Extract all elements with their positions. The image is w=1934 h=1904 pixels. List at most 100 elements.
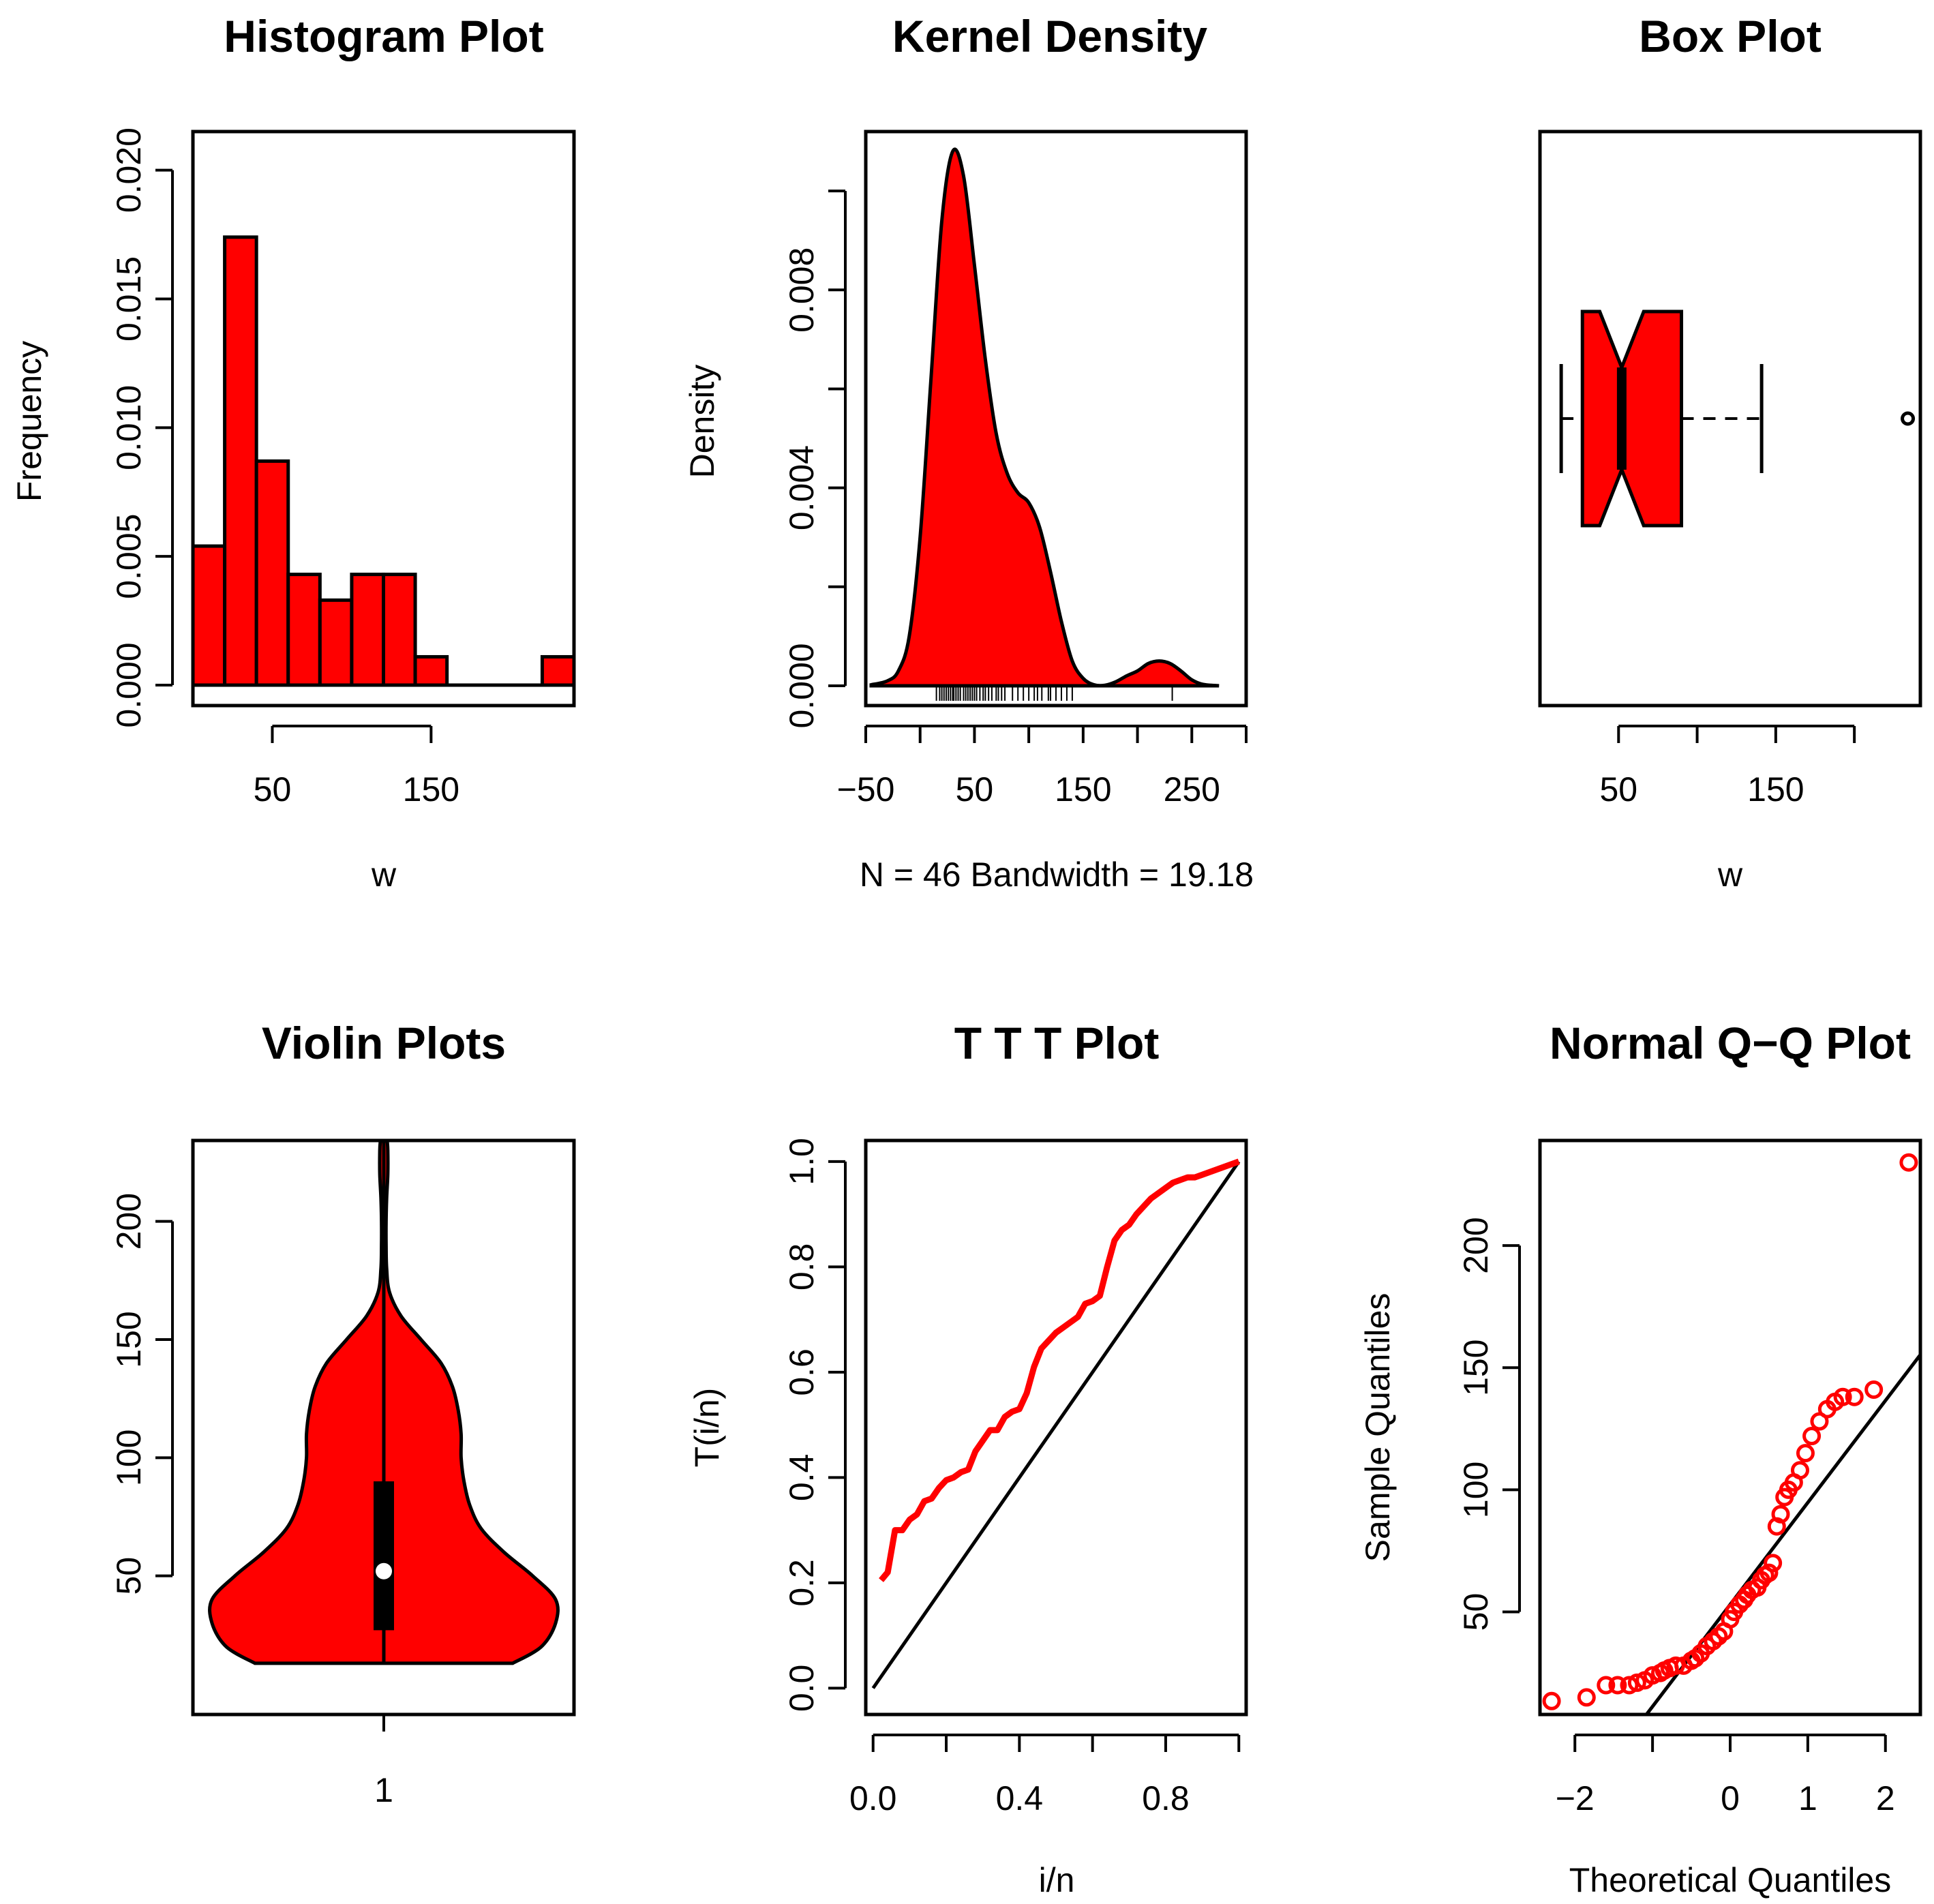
qq-x-tick-label: 1 bbox=[1798, 1779, 1817, 1817]
ttt-y-tick-label: 1.0 bbox=[783, 1138, 821, 1185]
qq-point bbox=[1790, 1461, 1809, 1480]
qq-point bbox=[1833, 1387, 1852, 1406]
density-y-tick-label: 0.004 bbox=[783, 445, 821, 530]
boxplot-frame bbox=[1538, 130, 1922, 708]
violin-frame bbox=[191, 1138, 576, 1717]
density-curve bbox=[869, 147, 1220, 688]
ttt-curve bbox=[879, 1158, 1240, 1582]
qq-point bbox=[1597, 1676, 1616, 1695]
violin-median-point bbox=[376, 1562, 392, 1580]
qq-point bbox=[1796, 1444, 1815, 1463]
density-x-tick-label: 150 bbox=[1055, 770, 1111, 809]
violin-y-tick-label: 150 bbox=[110, 1311, 148, 1367]
ttt-y-tick-label: 0.0 bbox=[783, 1665, 821, 1712]
ttt-x-tick-label: 0.4 bbox=[996, 1779, 1044, 1817]
histogram-x-tick-label: 50 bbox=[254, 770, 292, 809]
qq-x-axis: −2 0 1 2 bbox=[1556, 1734, 1895, 1817]
histogram-bar bbox=[382, 573, 417, 687]
qq-point bbox=[1620, 1676, 1639, 1695]
ttt-panel: T T T Plot T(i/n) i/n 0.0 0.4 0.8 0.0 0.2 0.… bbox=[688, 1018, 1248, 1899]
ttt-x-axis: 0.0 0.4 0.8 bbox=[849, 1734, 1241, 1817]
qq-y-tick-label: 150 bbox=[1457, 1339, 1495, 1395]
qq-marks bbox=[1542, 1153, 1920, 1714]
density-y-tick-label: 0.000 bbox=[783, 643, 821, 728]
density-panel: Kernel Density Density N = 46 Bandwidth … bbox=[683, 11, 1254, 894]
histogram-bars bbox=[191, 235, 576, 687]
qq-y-tick-label: 100 bbox=[1457, 1462, 1495, 1518]
qq-point bbox=[1764, 1554, 1783, 1573]
ttt-y-axis: 0.0 0.2 0.4 0.6 0.8 1.0 bbox=[783, 1138, 847, 1712]
boxplot-x-axis: 50 150 bbox=[1599, 725, 1856, 809]
qq-xlabel: Theoretical Quantiles bbox=[1569, 1861, 1891, 1899]
density-x-axis: −50 50 150 250 bbox=[837, 725, 1248, 809]
qq-point bbox=[1899, 1153, 1918, 1172]
qq-point bbox=[1608, 1676, 1627, 1695]
violin-x-tick-label: 1 bbox=[374, 1771, 393, 1809]
qq-point bbox=[1666, 1656, 1685, 1675]
ttt-x-tick-label: 0.8 bbox=[1142, 1779, 1190, 1817]
histogram-bar bbox=[223, 235, 258, 687]
qq-title: Normal Q−Q Plot bbox=[1550, 1018, 1911, 1068]
boxplot-box bbox=[1580, 309, 1684, 528]
density-frame bbox=[864, 130, 1248, 708]
histogram-bar bbox=[254, 459, 290, 687]
density-y-tick-label: 0.008 bbox=[783, 247, 821, 333]
ttt-x-tick-label: 0.0 bbox=[849, 1779, 897, 1817]
histogram-x-axis: 50 150 bbox=[254, 725, 459, 809]
ttt-marks bbox=[871, 1158, 1241, 1689]
histogram-y-tick-label: 0.015 bbox=[110, 256, 148, 342]
qq-point bbox=[1542, 1691, 1561, 1710]
violin-marks bbox=[208, 1139, 560, 1665]
histogram-y-axis: 0.000 0.005 0.010 0.015 0.020 bbox=[110, 127, 174, 728]
density-ylabel: Density bbox=[683, 365, 721, 479]
density-title: Kernel Density bbox=[892, 11, 1207, 61]
qq-y-axis: 50 100 150 200 bbox=[1457, 1217, 1521, 1631]
histogram-panel: Histogram Plot Frequency w 50 150 0.000 0.… bbox=[10, 11, 576, 894]
violin-title: Violin Plots bbox=[262, 1018, 506, 1068]
qq-x-tick-label: 0 bbox=[1721, 1779, 1740, 1817]
ttt-title: T T T Plot bbox=[954, 1018, 1160, 1068]
qq-frame bbox=[1538, 1138, 1922, 1717]
boxplot-title: Box Plot bbox=[1639, 11, 1822, 61]
violin-y-tick-label: 50 bbox=[110, 1557, 148, 1595]
histogram-bar bbox=[318, 598, 354, 687]
qq-x-tick-label: 2 bbox=[1876, 1779, 1895, 1817]
density-rug bbox=[935, 686, 1173, 701]
histogram-ylabel: Frequency bbox=[10, 341, 48, 502]
qq-point bbox=[1771, 1505, 1790, 1524]
qq-y-tick-label: 50 bbox=[1457, 1593, 1495, 1631]
qq-point bbox=[1627, 1673, 1646, 1692]
histogram-frame bbox=[191, 130, 576, 708]
density-x-tick-label: 250 bbox=[1164, 770, 1220, 809]
qq-point bbox=[1802, 1427, 1822, 1446]
ttt-frame bbox=[864, 1138, 1248, 1717]
boxplot-x-tick-label: 50 bbox=[1599, 770, 1637, 809]
boxplot-panel: Box Plot w 50 150 bbox=[1538, 11, 1922, 894]
ttt-reference-line bbox=[871, 1160, 1241, 1689]
histogram-bar bbox=[413, 654, 449, 687]
ttt-xlabel: i/n bbox=[1039, 1861, 1075, 1899]
violin-y-tick-label: 100 bbox=[110, 1430, 148, 1486]
qq-x-tick-label: −2 bbox=[1556, 1779, 1595, 1817]
qq-point bbox=[1759, 1563, 1779, 1582]
ttt-ylabel: T(i/n) bbox=[688, 1388, 726, 1468]
ttt-y-tick-label: 0.8 bbox=[783, 1243, 821, 1291]
qq-point bbox=[1845, 1387, 1864, 1406]
histogram-title: Histogram Plot bbox=[224, 11, 543, 61]
qq-ylabel: Sample Quantiles bbox=[1359, 1293, 1397, 1562]
qq-y-tick-label: 200 bbox=[1457, 1217, 1495, 1273]
histogram-x-tick-label: 150 bbox=[403, 770, 459, 809]
histogram-y-tick-label: 0.005 bbox=[110, 514, 148, 599]
violin-iqr-box bbox=[374, 1481, 394, 1631]
histogram-y-tick-label: 0.020 bbox=[110, 127, 148, 213]
violin-y-axis: 50 100 150 200 bbox=[110, 1193, 174, 1595]
histogram-bar bbox=[350, 573, 386, 687]
ttt-y-tick-label: 0.2 bbox=[783, 1559, 821, 1607]
qq-point bbox=[1864, 1380, 1884, 1399]
histogram-y-tick-label: 0.000 bbox=[110, 642, 148, 727]
boxplot-xlabel: w bbox=[1717, 856, 1743, 894]
histogram-xlabel: w bbox=[371, 856, 397, 894]
density-x-tick-label: 50 bbox=[956, 770, 994, 809]
density-xlabel: N = 46 Bandwidth = 19.18 bbox=[860, 856, 1254, 894]
